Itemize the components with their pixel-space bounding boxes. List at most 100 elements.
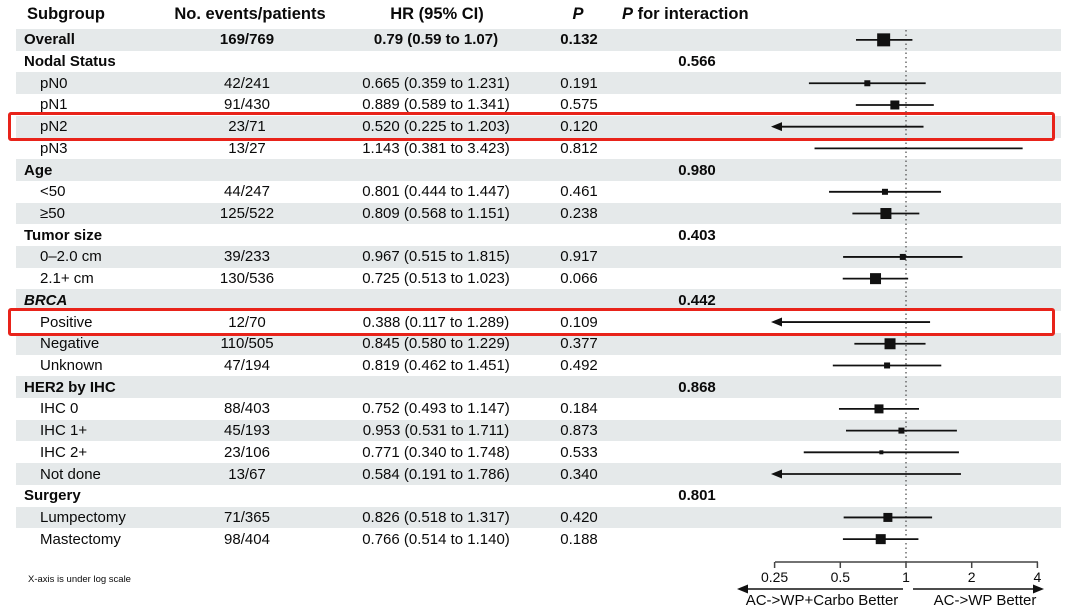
table-row: IHC 0 88/403 0.752 (0.493 to 1.147) 0.184 (16, 398, 1061, 420)
table-row: Unknown 47/194 0.819 (0.462 to 1.451) 0.492 (16, 355, 1061, 377)
row-label: Age (24, 161, 53, 179)
row-label: 2.1+ cm (40, 270, 94, 288)
p-value: 0.575 (560, 96, 598, 114)
table-row: 0–2.0 cm 39/233 0.967 (0.515 to 1.815) 0.91… (16, 246, 1061, 268)
row-label: Not done (40, 465, 101, 483)
row-label: Overall (24, 31, 75, 49)
axis-tick-label: 0.25 (760, 569, 789, 585)
p-interaction-rest: for interaction (633, 5, 749, 23)
table-row: BRCA 0.442 (16, 289, 1061, 312)
hr-ci-value: 0.809 (0.568 to 1.151) (362, 205, 510, 222)
p-interaction-p-symbol: P (622, 5, 634, 23)
p-value: 0.377 (560, 335, 598, 353)
row-label: pN2 (40, 118, 68, 136)
events-patients-value: 110/505 (220, 335, 274, 353)
hr-ci-value: 0.845 (0.580 to 1.229) (362, 335, 510, 353)
table-row: ≥50 125/522 0.809 (0.568 to 1.151) 0.238 (16, 202, 1061, 225)
p-value: 0.420 (560, 508, 598, 526)
axis-tick-label: 1 (902, 569, 910, 585)
row-label: pN0 (40, 74, 68, 92)
events-patients-value: 98/404 (224, 530, 270, 548)
events-patients-value: 42/241 (224, 74, 270, 92)
axis-tick-label: 4 (1033, 569, 1042, 585)
row-label: Lumpectomy (40, 508, 126, 526)
p-value: 0.492 (560, 356, 598, 374)
hr-ci-value: 0.953 (0.531 to 1.711) (362, 422, 510, 440)
row-label: BRCA (24, 291, 68, 309)
p-value: 0.184 (560, 400, 598, 418)
highlight-box-pn2 (8, 112, 1055, 142)
row-label: IHC 2+ (40, 443, 88, 461)
row-label: Surgery (24, 487, 81, 505)
table-row: Surgery 0.801 (16, 485, 1061, 507)
row-label: Positive (40, 313, 93, 331)
p-interaction-value: 0.980 (678, 161, 716, 179)
table-row: pN0 42/241 0.665 (0.359 to 1.231) 0.191 (16, 72, 1061, 95)
hr-ci-value: 0.725 (0.513 to 1.023) (362, 270, 510, 288)
p-value: 0.188 (560, 530, 598, 548)
events-patients-value: 88/403 (224, 400, 270, 418)
p-value: 0.340 (560, 465, 598, 483)
hr-ci-value: 0.889 (0.589 to 1.341) (362, 96, 510, 114)
events-patients-value: 13/27 (228, 139, 266, 157)
events-patients-value: 44/247 (224, 183, 270, 201)
row-label: <50 (40, 183, 66, 201)
highlight-box-positive (8, 307, 1055, 337)
table-row: HER2 by IHC 0.868 (16, 376, 1061, 399)
table-row: Age 0.980 (16, 159, 1061, 181)
hr-ci-value: 0.752 (0.493 to 1.147) (362, 400, 510, 418)
events-patients-value: 45/193 (224, 422, 270, 440)
p-value: 0.873 (560, 422, 598, 440)
right-direction-label: AC->WP Better (933, 592, 1037, 609)
events-patients-value: 91/430 (224, 96, 270, 114)
table-row: Overall 169/769 0.79 (0.59 to 1.07) 0.132 (16, 29, 1061, 51)
column-header-p-interaction: P for interaction (622, 0, 749, 29)
p-value: 0.109 (560, 313, 598, 331)
events-patients-value: 23/71 (228, 118, 266, 136)
table-row: Lumpectomy 71/365 0.826 (0.518 to 1.317) 0.… (16, 506, 1061, 529)
events-patients-value: 47/194 (224, 356, 270, 374)
table-row: pN2 23/71 0.520 (0.225 to 1.203) 0.120 (16, 115, 1061, 138)
table-row: <50 44/247 0.801 (0.444 to 1.447) 0.461 (16, 181, 1061, 203)
table-row: Negative 110/505 0.845 (0.580 to 1.229) 0.3… (16, 332, 1061, 355)
table-row: pN3 13/27 1.143 (0.381 to 3.423) 0.812 (16, 138, 1061, 160)
hr-ci-value: 1.143 (0.381 to 3.423) (362, 139, 510, 157)
row-label: IHC 0 (40, 400, 79, 418)
events-patients-value: 12/70 (228, 313, 266, 331)
p-interaction-value: 0.403 (678, 226, 716, 244)
hr-ci-value: 0.826 (0.518 to 1.317) (362, 508, 510, 526)
axis-tick-label: 2 (967, 569, 976, 585)
axis-tick-label: 0.5 (830, 569, 851, 585)
p-value: 0.066 (560, 270, 598, 288)
events-patients-value: 130/536 (219, 270, 275, 288)
hr-ci-value: 0.801 (0.444 to 1.447) (362, 183, 510, 201)
column-header-subgroup: Subgroup (27, 5, 105, 23)
table-row: Positive 12/70 0.388 (0.117 to 1.289) 0.109 (16, 311, 1061, 333)
row-label: ≥50 (40, 205, 65, 222)
x-axis (773, 561, 1039, 568)
row-label: Tumor size (24, 226, 103, 244)
p-value: 0.461 (560, 183, 598, 201)
row-label: Negative (40, 335, 100, 353)
table-row: pN1 91/430 0.889 (0.589 to 1.341) 0.575 (16, 94, 1061, 116)
hr-ci-value: 0.520 (0.225 to 1.203) (362, 118, 510, 136)
events-patients-value: 71/365 (224, 508, 270, 526)
events-patients-value: 13/67 (228, 465, 266, 483)
column-header-hr-ci: HR (95% CI) (390, 5, 484, 23)
hr-ci-value: 0.819 (0.462 to 1.451) (362, 356, 510, 374)
column-header-p: P (572, 5, 584, 23)
table-row: Tumor size 0.403 (16, 224, 1061, 246)
p-value: 0.238 (560, 205, 598, 222)
row-label: HER2 by IHC (24, 378, 116, 396)
left-direction-label: AC->WP+Carbo Better (745, 592, 899, 609)
p-value: 0.812 (560, 139, 598, 157)
events-patients-value: 125/522 (219, 205, 275, 222)
table-row: Nodal Status 0.566 (16, 51, 1061, 73)
hr-ci-value: 0.665 (0.359 to 1.231) (362, 74, 510, 92)
hr-ci-value: 0.771 (0.340 to 1.748) (362, 443, 510, 461)
events-patients-value: 23/106 (224, 443, 270, 461)
p-value: 0.191 (560, 74, 598, 92)
row-label: Nodal Status (24, 53, 116, 71)
column-header-events: No. events/patients (174, 5, 326, 23)
